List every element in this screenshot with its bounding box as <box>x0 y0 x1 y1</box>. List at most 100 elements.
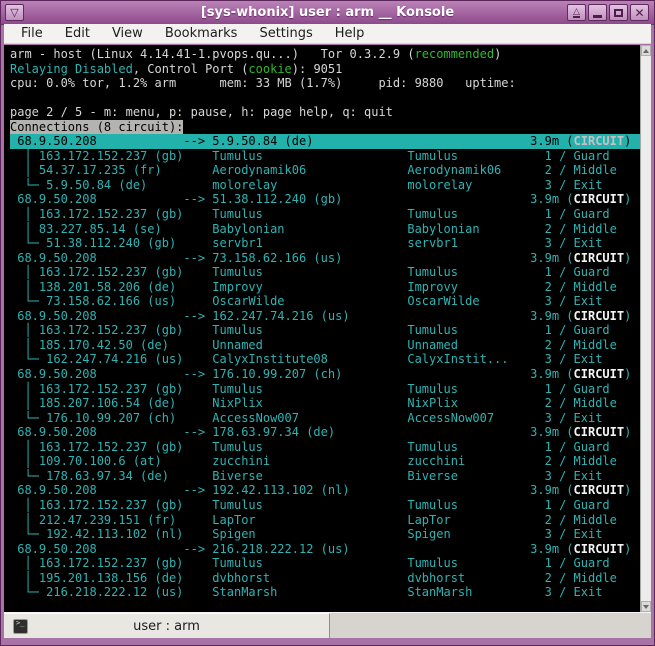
scrollbar-track[interactable] <box>641 56 651 601</box>
terminal-text: CIRCUIT <box>573 134 625 149</box>
menu-view[interactable]: View <box>111 26 143 41</box>
terminal-text: CIRCUIT <box>573 308 625 323</box>
relay-row: └─ 162.247.74.216 (us) CalyxInstitute08 … <box>10 352 640 367</box>
terminal-icon: >_ <box>13 619 28 634</box>
terminal-text: cpu: 0.0% tor, 1.2% arm mem: 33 MB (1.7%… <box>10 76 516 91</box>
terminal-text: │ 195.201.138.156 (de) dvbhorst dvbhorst… <box>10 570 617 585</box>
scroll-down-button[interactable] <box>641 601 651 612</box>
terminal-text: CIRCUIT <box>573 250 625 265</box>
window-menu-button[interactable]: ▽ <box>5 4 24 21</box>
terminal-text: │ 163.172.152.237 (gb) Tumulus Tumulus 1… <box>10 381 610 396</box>
tab-user-arm[interactable]: >_ user : arm <box>4 613 330 638</box>
menu-help[interactable]: Help <box>334 26 365 41</box>
terminal-text: ) <box>624 425 632 440</box>
terminal-text: 68.9.50.208 --> 5.9.50.84 (de) 3.9m ( <box>10 134 574 149</box>
terminal-text: arm - host (Linux 4.14.41-1.pvops.qu...)… <box>10 47 415 61</box>
menu-settings[interactable]: Settings <box>259 26 313 41</box>
terminal-text: 68.9.50.208 --> 216.218.222.12 (us) 3.9m… <box>10 541 574 556</box>
terminal-text: Relaying Disabled <box>10 61 133 76</box>
terminal-text: CIRCUIT <box>573 483 625 498</box>
menu-edit[interactable]: Edit <box>64 26 90 41</box>
tabbar: >_ user : arm <box>4 612 651 638</box>
terminal-text: 68.9.50.208 --> 178.63.97.34 (de) 3.9m ( <box>10 425 574 440</box>
shade-icon: △ <box>573 6 580 18</box>
window-controls: △ ✕ <box>566 4 650 21</box>
scroll-up-icon <box>643 48 649 53</box>
close-button[interactable]: ✕ <box>630 4 649 21</box>
relay-row: └─ 51.38.112.240 (gb) servbr1 servbr1 3 … <box>10 236 640 251</box>
terminal-text: └─ 51.38.112.240 (gb) servbr1 servbr1 3 … <box>10 236 603 251</box>
terminal-text: ) <box>624 367 632 382</box>
terminal-text: ): 9051 <box>291 61 343 76</box>
circuit-row: 68.9.50.208 --> 162.247.74.216 (us) 3.9m… <box>10 309 640 324</box>
relay-row: │ 163.172.152.237 (gb) Tumulus Tumulus 1… <box>10 556 640 571</box>
terminal-text: │ 83.227.85.14 (se) Babylonian Babylonia… <box>10 221 617 236</box>
terminal-text: 68.9.50.208 --> 162.247.74.216 (us) 3.9m… <box>10 308 574 323</box>
titlebar[interactable]: ▽ [sys-whonix] user : arm __ Konsole △ ✕ <box>1 1 654 25</box>
relay-row: │ 163.172.152.237 (gb) Tumulus Tumulus 1… <box>10 440 640 455</box>
terminal-text: │ 163.172.152.237 (gb) Tumulus Tumulus 1… <box>10 207 610 222</box>
circuit-row: 68.9.50.208 --> 5.9.50.84 (de) 3.9m (CIR… <box>10 134 640 149</box>
window-title: [sys-whonix] user : arm __ Konsole <box>200 5 455 20</box>
terminal-text: page 2 / 5 - m: menu, p: pause, h: page … <box>10 105 393 120</box>
relay-row: │ 109.70.100.6 (at) zucchini zucchini 2 … <box>10 454 640 469</box>
terminal-line: cpu: 0.0% tor, 1.2% arm mem: 33 MB (1.7%… <box>10 76 640 91</box>
terminal-line: Relaying Disabled, Control Port (cookie)… <box>10 62 640 77</box>
maximize-button[interactable] <box>609 4 628 21</box>
relay-row: │ 163.172.152.237 (gb) Tumulus Tumulus 1… <box>10 382 640 397</box>
terminal-line <box>10 91 640 106</box>
terminal-text: ) <box>624 250 632 265</box>
terminal-text: ) <box>624 192 632 207</box>
tab-label: user : arm <box>133 618 200 634</box>
terminal-text: └─ 73.158.62.166 (us) OscarWilde OscarWi… <box>10 294 603 309</box>
terminal-text: CIRCUIT <box>573 367 625 382</box>
relay-row: └─ 5.9.50.84 (de) molorelay molorelay 3 … <box>10 178 640 193</box>
relay-row: │ 212.47.239.151 (fr) LapTor LapTor 2 / … <box>10 513 640 528</box>
terminal[interactable]: arm - host (Linux 4.14.41-1.pvops.qu...)… <box>4 45 640 612</box>
terminal-text: └─ 178.63.97.34 (de) Biverse Biverse 3 /… <box>10 468 603 483</box>
relay-row: │ 195.201.138.156 (de) dvbhorst dvbhorst… <box>10 571 640 586</box>
terminal-text: CIRCUIT <box>573 192 625 207</box>
relay-row: │ 163.172.152.237 (gb) Tumulus Tumulus 1… <box>10 207 640 222</box>
minimize-button[interactable] <box>588 4 607 21</box>
terminal-text: │ 163.172.152.237 (gb) Tumulus Tumulus 1… <box>10 323 610 338</box>
circuit-row: 68.9.50.208 --> 176.10.99.207 (ch) 3.9m … <box>10 367 640 382</box>
terminal-text: │ 163.172.152.237 (gb) Tumulus Tumulus 1… <box>10 556 610 571</box>
terminal-text: │ 163.172.152.237 (gb) Tumulus Tumulus 1… <box>10 439 610 454</box>
tabbar-empty-area <box>330 613 651 638</box>
menu-file[interactable]: File <box>21 26 43 41</box>
terminal-text: │ 54.37.17.235 (fr) Aerodynamik06 Aerody… <box>10 163 617 178</box>
circuit-row: 68.9.50.208 --> 216.218.222.12 (us) 3.9m… <box>10 542 640 557</box>
window-menu-icon: ▽ <box>10 6 19 19</box>
terminal-text: │ 163.172.152.237 (gb) Tumulus Tumulus 1… <box>10 497 610 512</box>
terminal-text: │ 138.201.58.206 (de) Improvy Improvy 2 … <box>10 279 617 294</box>
terminal-text: 68.9.50.208 --> 192.42.113.102 (nl) 3.9m… <box>10 483 574 498</box>
relay-row: │ 54.37.17.235 (fr) Aerodynamik06 Aerody… <box>10 163 640 178</box>
terminal-text: 68.9.50.208 --> 176.10.99.207 (ch) 3.9m … <box>10 367 574 382</box>
window-content: arm - host (Linux 4.14.41-1.pvops.qu...)… <box>4 45 651 612</box>
terminal-text: │ 109.70.100.6 (at) zucchini zucchini 2 … <box>10 454 617 469</box>
shade-button[interactable]: △ <box>567 4 586 21</box>
terminal-text: 68.9.50.208 --> 51.38.112.240 (gb) 3.9m … <box>10 192 574 207</box>
terminal-text: │ 212.47.239.151 (fr) LapTor LapTor 2 / … <box>10 512 617 527</box>
relay-row: └─ 192.42.113.102 (nl) Spigen Spigen 3 /… <box>10 527 640 542</box>
relay-row: │ 83.227.85.14 (se) Babylonian Babylonia… <box>10 222 640 237</box>
maximize-icon <box>614 8 623 17</box>
terminal-text: │ 185.170.42.50 (de) Unnamed Unnamed 2 /… <box>10 337 617 352</box>
relay-row: │ 163.172.152.237 (gb) Tumulus Tumulus 1… <box>10 498 640 513</box>
terminal-text: ) <box>624 308 632 323</box>
terminal-text: ) <box>624 541 632 556</box>
terminal-text: └─ 5.9.50.84 (de) molorelay molorelay 3 … <box>10 177 603 192</box>
relay-row: └─ 73.158.62.166 (us) OscarWilde OscarWi… <box>10 294 640 309</box>
scrollbar[interactable] <box>640 45 651 612</box>
terminal-text: └─ 216.218.222.12 (us) StanMarsh StanMar… <box>10 585 603 600</box>
close-icon: ✕ <box>634 5 645 20</box>
menu-bookmarks[interactable]: Bookmarks <box>164 26 238 41</box>
terminal-text: │ 185.207.106.54 (de) NixPlix NixPlix 2 … <box>10 396 617 411</box>
scroll-down-icon <box>643 604 649 609</box>
relay-row: │ 163.172.152.237 (gb) Tumulus Tumulus 1… <box>10 323 640 338</box>
terminal-text: ) <box>494 47 502 61</box>
terminal-text: └─ 192.42.113.102 (nl) Spigen Spigen 3 /… <box>10 527 603 542</box>
scroll-up-button[interactable] <box>641 45 651 56</box>
